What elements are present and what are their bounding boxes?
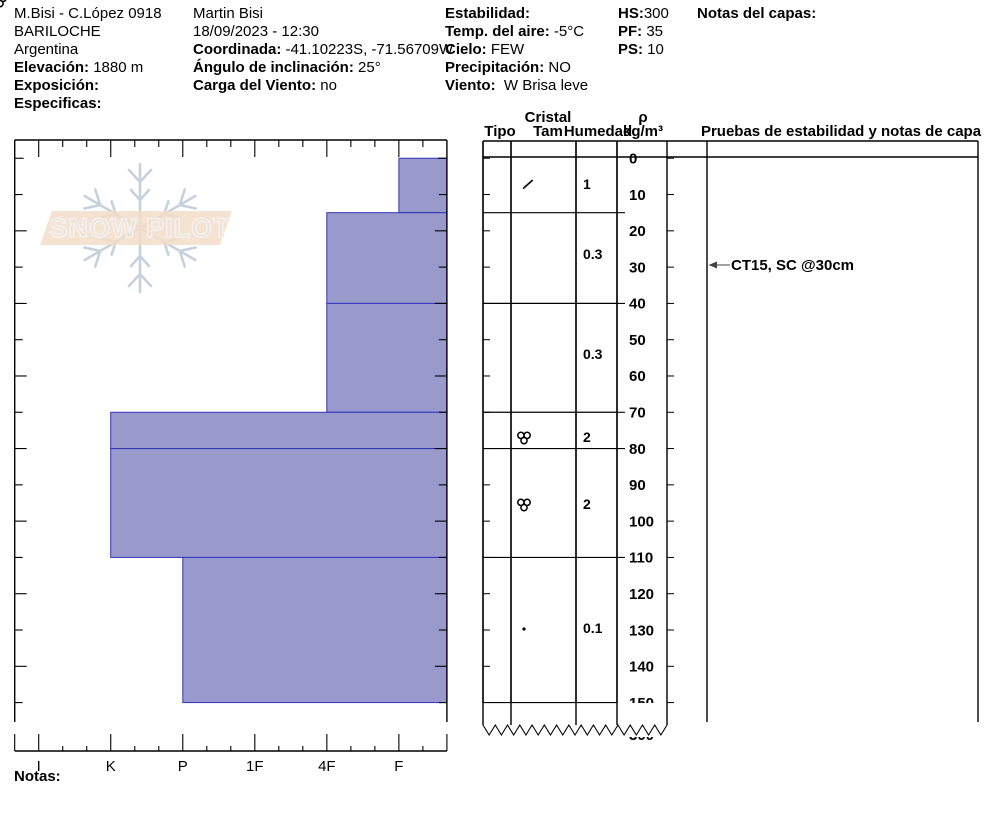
svg-text:40: 40 — [629, 296, 646, 313]
svg-text:CT15, SC @30cm: CT15, SC @30cm — [731, 257, 854, 274]
svg-text:110: 110 — [629, 550, 653, 567]
svg-text:50: 50 — [629, 332, 646, 349]
svg-text:Humedad: Humedad — [564, 123, 632, 140]
svg-text:130: 130 — [629, 622, 654, 639]
svg-text:1: 1 — [583, 176, 591, 192]
svg-text:2: 2 — [583, 496, 591, 512]
svg-text:10: 10 — [629, 187, 646, 204]
svg-text:0.3: 0.3 — [583, 246, 603, 262]
svg-text:SNOW PILOT: SNOW PILOT — [50, 213, 231, 243]
svg-text:F: F — [394, 758, 403, 775]
svg-text:100: 100 — [629, 513, 654, 530]
svg-text:80: 80 — [629, 441, 646, 458]
svg-text:Tipo: Tipo — [484, 123, 515, 140]
svg-text:1F: 1F — [246, 758, 264, 775]
svg-text:120: 120 — [629, 586, 654, 603]
svg-text:Tam: Tam — [533, 123, 563, 140]
svg-text:kg/m³: kg/m³ — [623, 123, 663, 140]
svg-text:0: 0 — [629, 151, 637, 168]
svg-text:90: 90 — [629, 477, 646, 494]
svg-text:0.1: 0.1 — [583, 620, 603, 636]
svg-text:4F: 4F — [318, 758, 336, 775]
svg-text:70: 70 — [629, 405, 646, 422]
svg-text:I: I — [37, 758, 41, 775]
svg-text:140: 140 — [629, 659, 654, 676]
svg-text:K: K — [106, 758, 116, 775]
svg-text:2: 2 — [583, 429, 591, 445]
svg-text:0.3: 0.3 — [583, 346, 603, 362]
svg-text:60: 60 — [629, 368, 646, 385]
svg-text:20: 20 — [629, 223, 646, 240]
svg-text:P: P — [178, 758, 188, 775]
svg-text:30: 30 — [629, 259, 646, 276]
svg-text:Pruebas de estabilidad y notas: Pruebas de estabilidad y notas de capa — [701, 123, 982, 140]
